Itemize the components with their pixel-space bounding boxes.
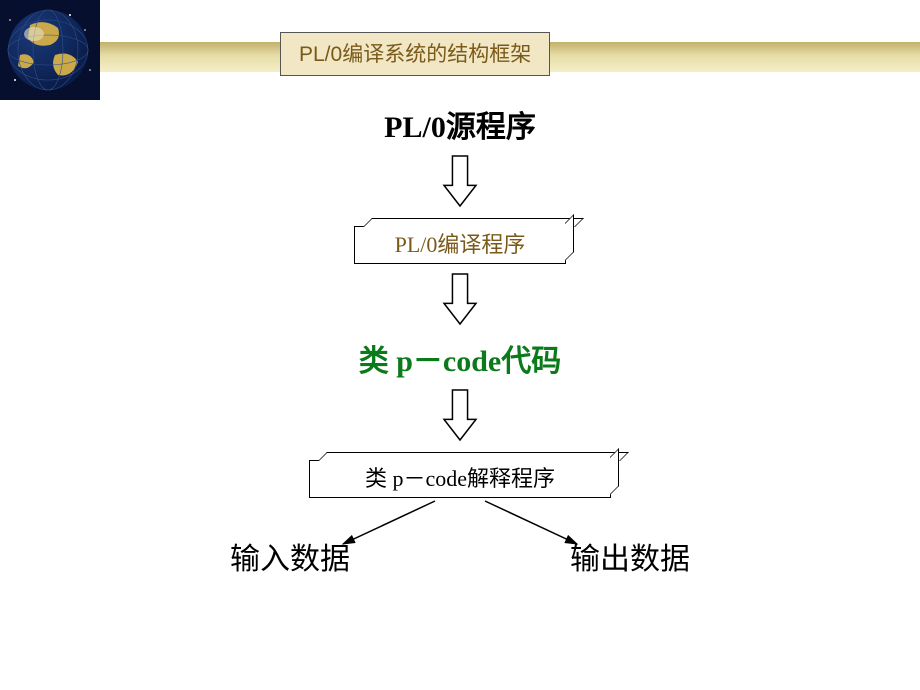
page-title: PL/0编译系统的结构框架 — [280, 32, 550, 76]
flow-node-interpreter-box: 类 p－code解释程序 — [309, 460, 611, 498]
flow-node-source: PL/0源程序 — [0, 102, 920, 146]
arrow-icon — [442, 388, 478, 442]
flow-node-compiler-box: PL/0编译程序 — [354, 226, 566, 264]
flow-node-compiler-label: PL/0编译程序 — [395, 232, 526, 257]
globe-icon — [0, 0, 100, 100]
flow-label-input: 输入数据 — [230, 534, 350, 578]
flow-node-pcode: 类 p－code代码 — [0, 336, 920, 380]
flowchart: PL/0源程序 PL/0编译程序 类 p－code代码 类 p－code解释程序… — [0, 90, 920, 568]
flow-node-interpreter-label: 类 p－code解释程序 — [365, 466, 555, 491]
io-row: 输入数据 输出数据 — [150, 498, 770, 568]
arrow-icon — [442, 272, 478, 326]
arrow-icon — [442, 154, 478, 208]
flow-label-output: 输出数据 — [570, 534, 690, 578]
